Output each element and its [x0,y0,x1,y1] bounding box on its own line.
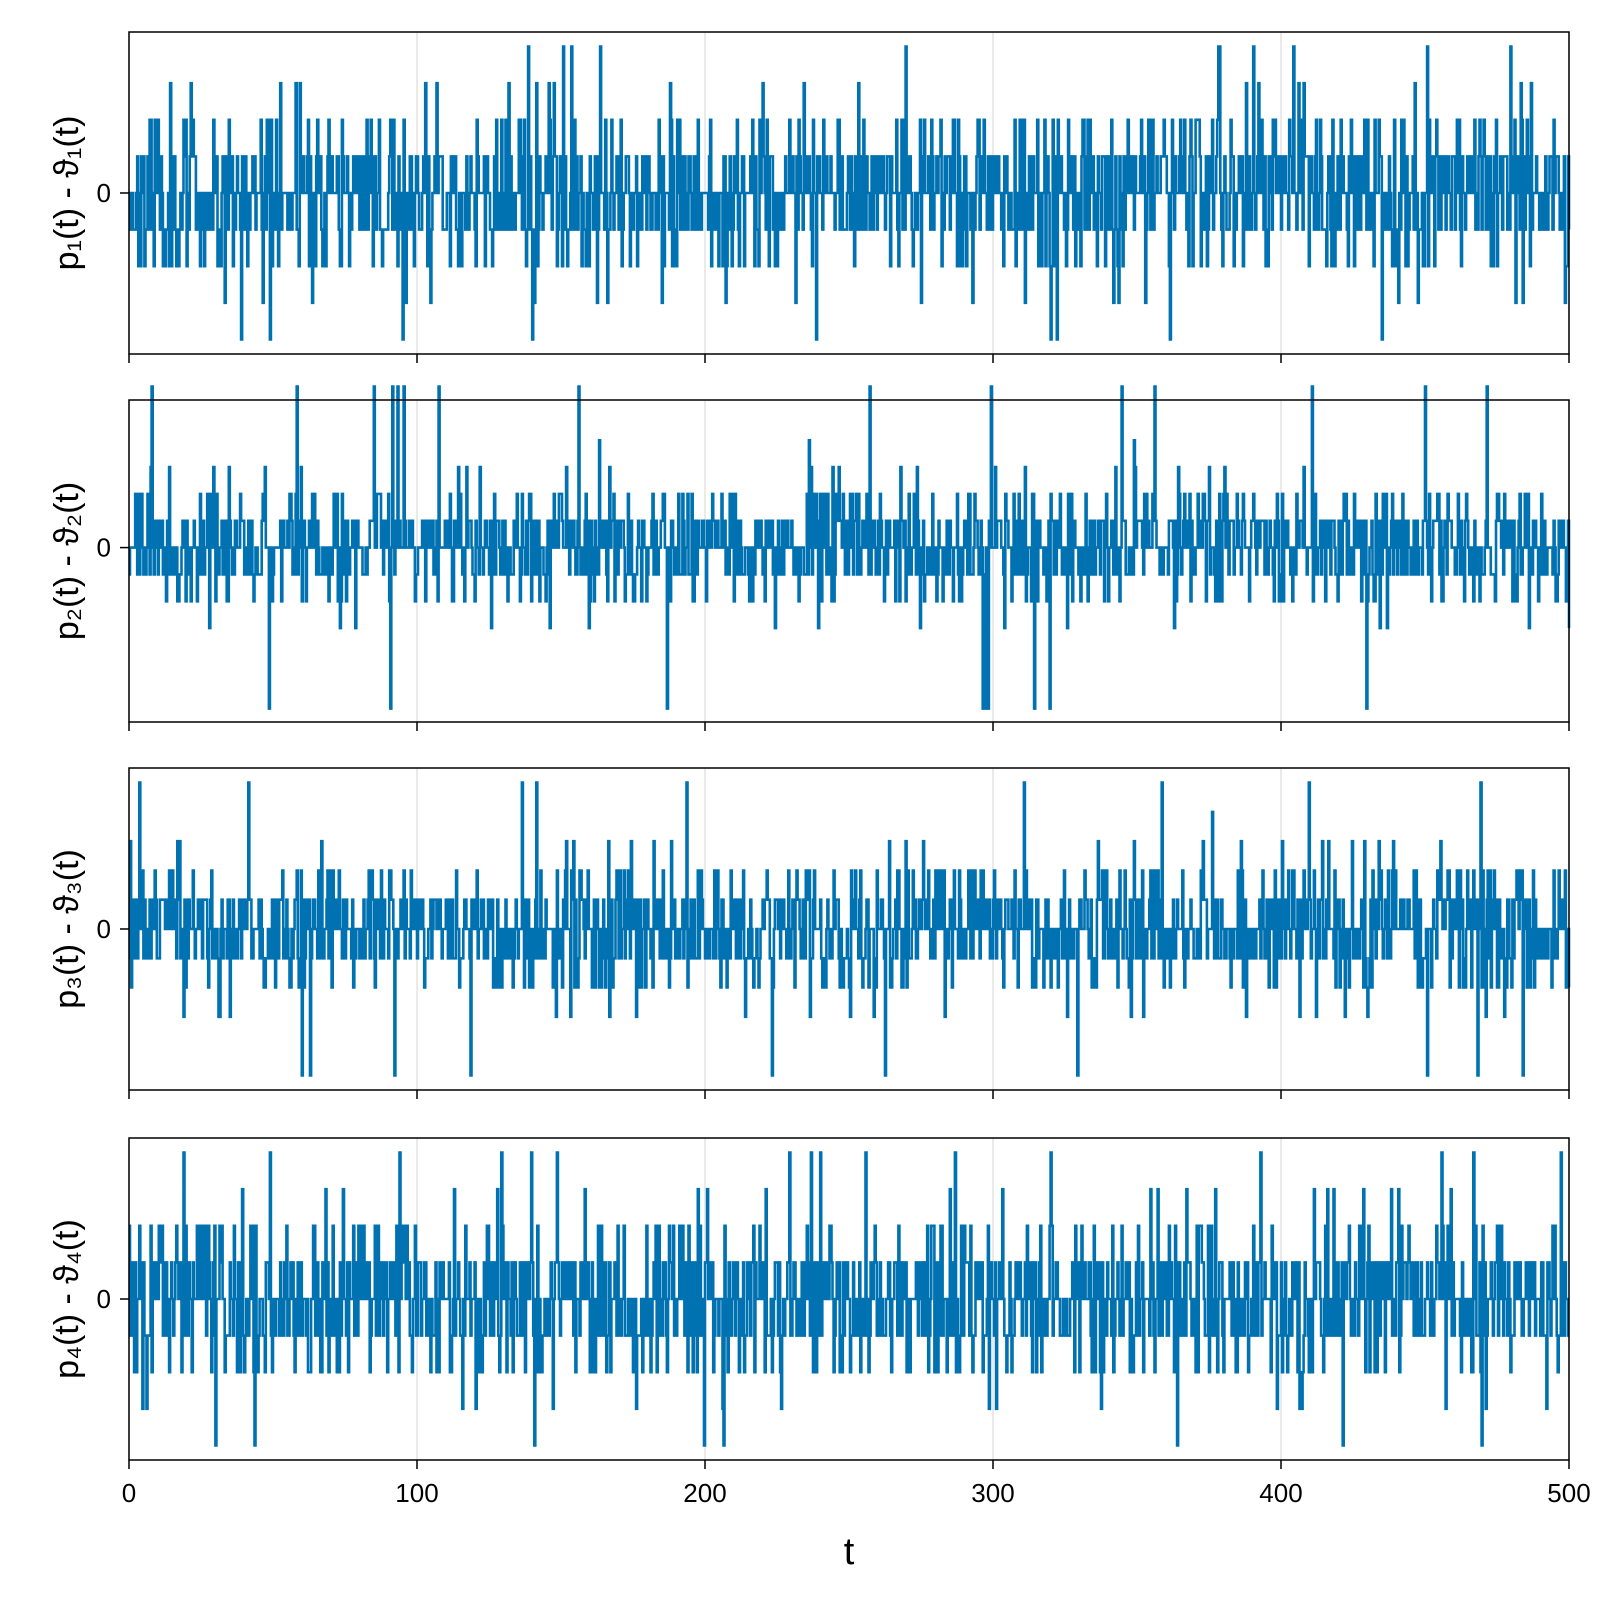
panel-1: 0 p₁(t) - ϑ₁(t) [48,31,1571,363]
x-tick-label: 500 [1547,1478,1590,1508]
panel-4: 0 100 200 300 400 500 0 p₄(t) - ϑ₄(t) t [48,1137,1591,1573]
y-tick-label: 0 [97,914,111,944]
data-series-line [128,781,1571,1077]
y-tick-label: 0 [97,178,111,208]
x-axis-title: t [844,1531,855,1573]
data-series-line [128,385,1571,710]
y-axis-title: p₁(t) - ϑ₁(t) [48,116,86,271]
axes-frame [128,399,1570,723]
data-series-line [128,1151,1570,1447]
x-tick-label: 200 [683,1478,726,1508]
y-axis-title: p₄(t) - ϑ₄(t) [48,1219,86,1379]
x-tick-label: 0 [122,1478,136,1508]
y-axis-title: p₂(t) - ϑ₂(t) [48,482,86,640]
x-tick-label: 400 [1259,1478,1302,1508]
x-tick-label: 300 [971,1478,1014,1508]
data-series-line [128,45,1571,341]
y-tick-label: 0 [97,1284,111,1314]
panel-3: 0 p₃(t) - ϑ₃(t) [48,767,1571,1099]
y-tick-label: 0 [97,533,111,563]
y-axis-title: p₃(t) - ϑ₃(t) [48,849,86,1009]
panel-2: 0 p₂(t) - ϑ₂(t) [48,385,1571,731]
x-tick-label: 100 [395,1478,438,1508]
